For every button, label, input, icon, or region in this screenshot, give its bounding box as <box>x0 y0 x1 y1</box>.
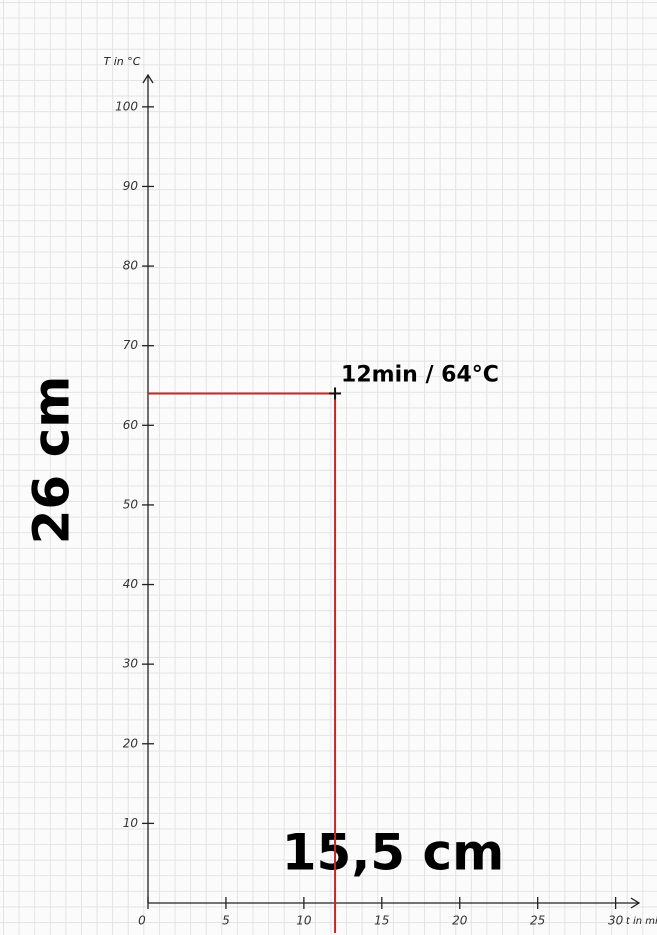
y-tick-label: 10 <box>123 816 139 830</box>
x-tick-label: 5 <box>222 914 230 928</box>
y-tick-label: 90 <box>123 179 139 193</box>
x-tick-label: 10 <box>296 914 312 928</box>
y-axis-label: T in °C <box>104 55 141 68</box>
x-tick-label: 20 <box>452 914 468 928</box>
x-axis-label: t in min <box>626 916 657 927</box>
width-annotation: 15,5 cm <box>282 824 505 882</box>
x-tick-label: 15 <box>374 914 389 928</box>
y-tick-label: 80 <box>123 259 139 273</box>
y-tick-label: 60 <box>123 418 139 432</box>
chart: T in °C t in min 26 cm 15,5 cm 0 5 10 15 20 2… <box>0 0 657 935</box>
y-tick-label: 50 <box>123 497 139 511</box>
page: {"chart_data": {"type": "scatter", "x_la… <box>0 0 657 935</box>
y-tick-label: 20 <box>123 736 139 750</box>
point-label: 12min / 64°C <box>341 362 499 387</box>
height-annotation: 26 cm <box>23 376 81 545</box>
y-tick-label: 70 <box>123 338 139 352</box>
y-tick-label: 30 <box>123 657 139 671</box>
x-tick-label: 25 <box>530 914 545 928</box>
x-tick-label: 0 <box>138 914 146 928</box>
data-point <box>329 387 341 399</box>
y-tick-label: 100 <box>115 99 138 113</box>
y-tick-label: 40 <box>123 577 139 591</box>
x-tick-label: 30 <box>608 914 624 928</box>
